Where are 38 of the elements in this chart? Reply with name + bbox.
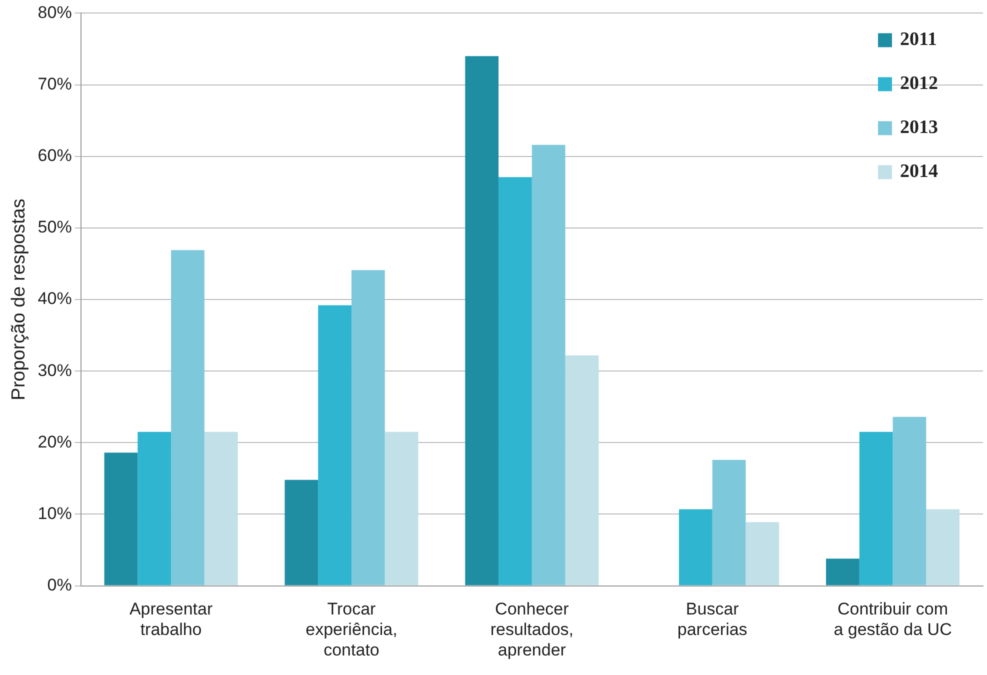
x-tick-label: Conhecer resultados, aprender xyxy=(490,600,574,660)
bar xyxy=(171,250,204,586)
bar xyxy=(138,432,172,586)
y-tick-label: 80% xyxy=(38,2,72,22)
bar xyxy=(746,522,780,586)
bar xyxy=(859,432,893,586)
bar xyxy=(318,305,352,586)
bar xyxy=(284,480,318,586)
bar xyxy=(204,432,238,586)
y-axis-title: Proporção de respostas xyxy=(8,198,30,400)
bar xyxy=(826,558,860,586)
bar xyxy=(465,56,499,586)
bar xyxy=(892,416,926,586)
bar xyxy=(351,270,385,586)
y-tick-label: 70% xyxy=(38,74,72,94)
bar xyxy=(532,144,566,586)
x-tick-label: Contribuir com a gestão da UC xyxy=(834,600,952,640)
x-tick-label: Buscar parcerias xyxy=(677,600,748,640)
bar xyxy=(384,432,418,586)
y-tick-label: 20% xyxy=(38,432,72,452)
bar xyxy=(712,460,746,586)
x-tick-label: Trocar experiência, contato xyxy=(306,600,398,660)
bar xyxy=(926,509,960,586)
y-tick-label: 0% xyxy=(47,575,72,594)
y-tick-label: 30% xyxy=(38,360,72,380)
bar xyxy=(565,355,599,586)
y-tick-label: 40% xyxy=(38,289,72,308)
legend-label: 2014 xyxy=(900,161,938,182)
bar xyxy=(104,452,138,586)
y-tick-label: 50% xyxy=(38,218,72,237)
y-tick-label: 60% xyxy=(38,146,72,166)
bar xyxy=(678,509,712,586)
y-tick-label: 10% xyxy=(38,504,72,523)
bar xyxy=(498,177,532,586)
x-tick-label: Apresentar trabalho xyxy=(129,600,213,640)
legend-label: 2012 xyxy=(900,73,938,94)
legend-label: 2011 xyxy=(900,29,937,50)
legend-label: 2013 xyxy=(900,117,938,138)
